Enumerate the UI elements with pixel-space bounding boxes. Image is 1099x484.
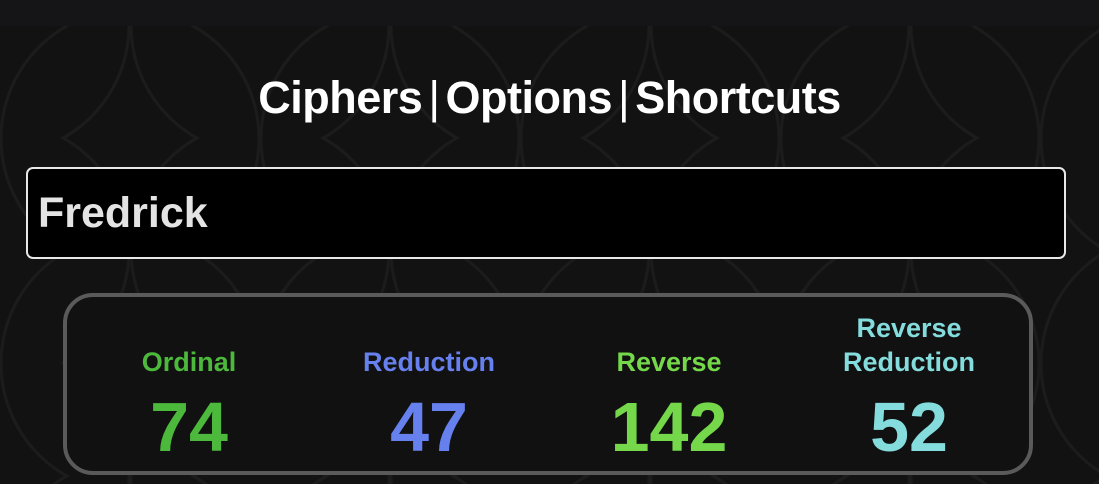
- nav-options[interactable]: Options: [445, 72, 613, 123]
- nav-shortcuts[interactable]: Shortcuts: [635, 72, 841, 123]
- top-bar: [0, 0, 1099, 26]
- result-value: 52: [870, 388, 948, 466]
- phrase-input[interactable]: [26, 167, 1066, 259]
- result-value: 142: [610, 388, 728, 466]
- nav-separator: |: [618, 72, 630, 123]
- result-value: 47: [390, 388, 468, 466]
- result-label: Reduction: [363, 347, 495, 377]
- results-panel: Ordinal 74 Reduction 47 Reverse 142 Reve…: [63, 293, 1033, 475]
- result-label: Ordinal: [141, 347, 237, 377]
- top-nav: Ciphers | Options | Shortcuts: [0, 72, 1099, 124]
- result-reverse-reduction: Reverse Reduction 52: [789, 297, 1029, 471]
- result-ordinal: Ordinal 74: [69, 297, 309, 471]
- nav-ciphers[interactable]: Ciphers: [258, 72, 423, 123]
- result-value: 74: [150, 388, 228, 466]
- result-label: Reverse: [616, 347, 722, 377]
- result-reverse: Reverse 142: [549, 297, 789, 471]
- result-reduction: Reduction 47: [309, 297, 549, 471]
- nav-separator: |: [428, 72, 440, 123]
- result-label: Reverse Reduction: [843, 313, 975, 377]
